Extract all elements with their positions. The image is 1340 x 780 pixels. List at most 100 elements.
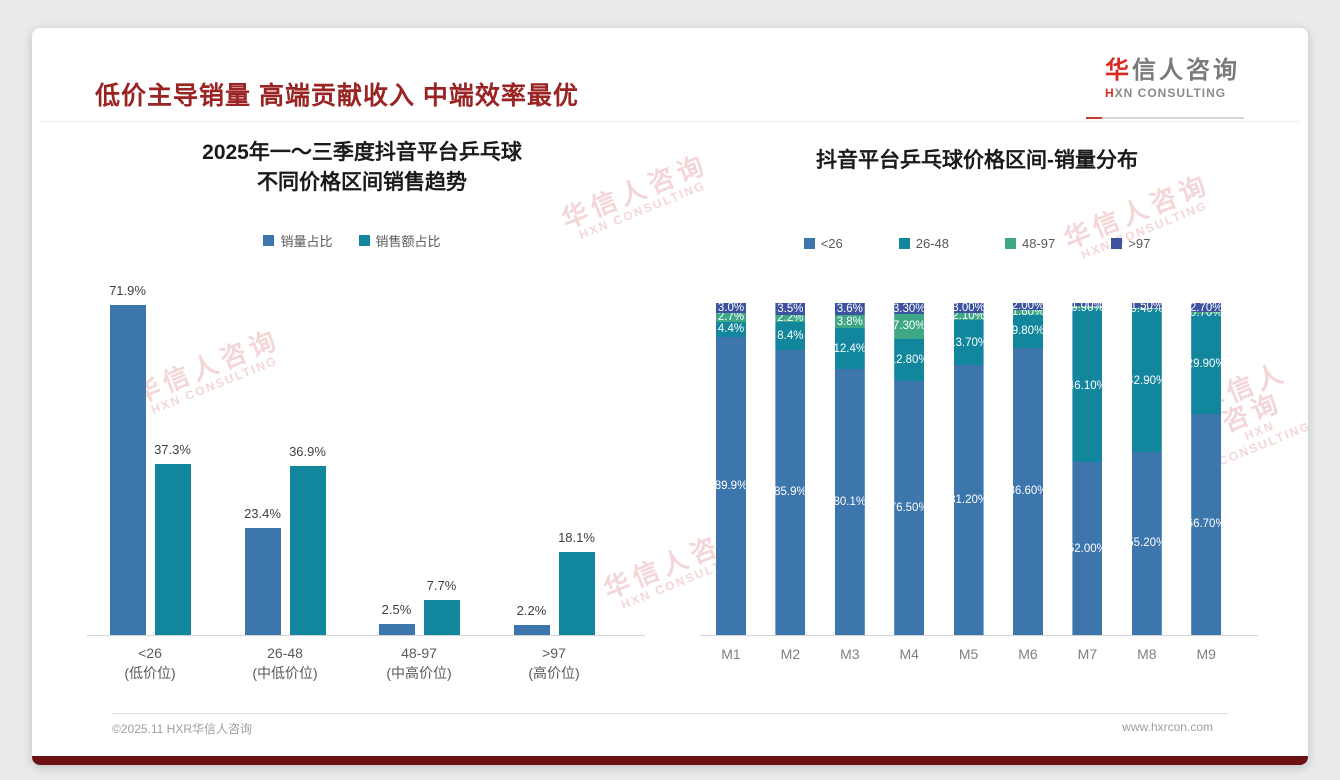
legend-label: 销量占比 <box>280 234 333 249</box>
bar->97-销量占比 <box>513 624 550 635</box>
x-axis-category-sublabel: (低价位) <box>124 665 176 682</box>
legend-swatch-icon <box>1005 238 1016 249</box>
segment-value-label: 76.50% <box>889 502 929 515</box>
bar-segment->97: 3.6% <box>834 303 865 316</box>
left-chart-title: 2025年一～三季度抖音平台乒乓球 不同价格区间销售趋势 <box>202 141 522 195</box>
brand-logo-en-accent: H <box>1105 86 1115 101</box>
segment-value-label: 66.70% <box>1186 518 1226 531</box>
stacked-bar-M7: 52.00% 46.10% 0.90% 1.00% <box>1072 299 1103 635</box>
segment-value-label: 3.30% <box>892 302 926 315</box>
x-axis-category-label: 48-97 (中高价位) <box>354 643 484 684</box>
bar-segment->97: 1.00% <box>1072 299 1103 311</box>
right-chart-x-axis <box>700 635 1258 636</box>
stacked-bar-M8: 55.20% 42.90% 0.40% 1.50% <box>1131 300 1162 635</box>
segment-value-label: 81.20% <box>949 494 989 507</box>
legend-swatch-icon <box>263 235 275 246</box>
bar-segment-<26: 66.70% <box>1191 413 1222 635</box>
brand-logo-cn-accent: 华 <box>1105 57 1132 84</box>
bar-value-label: 18.1% <box>558 529 595 545</box>
segment-value-label: 2.7% <box>717 311 745 324</box>
stacked-bar-M9: 66.70% 29.90% 0.70% 2.70% <box>1189 301 1223 635</box>
watermark-line2: HXN CONSULTING <box>1079 198 1210 262</box>
bar-segment->97: 3.30% <box>892 302 926 315</box>
stacked-bar-M4: 76.50% 12.80% 7.30% 3.30% <box>892 302 926 635</box>
bar-segment-26-48: 42.90% <box>1131 309 1162 452</box>
bar-segment-26-48: 12.4% <box>834 327 865 370</box>
watermark: 华信人咨询 HXN CONSULTING <box>1059 169 1219 265</box>
bar-segment-<26: 80.1% <box>834 369 865 635</box>
bar-value-label: 71.9% <box>109 282 146 298</box>
bar-segment-26-48: 4.4% <box>716 321 746 337</box>
right-chart-title: 抖音平台乒乓球价格区间-销量分布 <box>816 149 1138 172</box>
bar-26-48-销量占比 <box>244 527 281 635</box>
bar-segment-26-48: 29.90% <box>1191 314 1222 414</box>
segment-value-label: 3.00% <box>952 302 985 314</box>
page-title: 低价主导销量 高端贡献收入 中端效率最优 <box>95 82 579 110</box>
bar-segment->97: 3.00% <box>952 302 985 314</box>
segment-value-label: 3.6% <box>836 303 863 316</box>
bar-segment-<26: 89.9% <box>716 336 746 635</box>
segment-value-label: 9.80% <box>1011 325 1045 338</box>
bar-segment->97: 3.0% <box>716 302 746 315</box>
x-axis-category-sublabel: (高价位) <box>528 665 580 682</box>
bar-segment->97: 2.00% <box>1013 300 1043 312</box>
x-axis-month-label: M2 <box>780 646 801 662</box>
watermark-line2: HXN CONSULTING <box>149 353 280 417</box>
segment-value-label: 4.4% <box>717 323 745 336</box>
bar-<26-销量占比 <box>109 304 146 635</box>
right-chart-legend: <26 26-48 48-97 >97 <box>692 236 1262 251</box>
segment-value-label: 12.80% <box>889 353 929 366</box>
slide: 华信人咨询 HXN CONSULTING 华信人咨询 HXN CONSULTING 华信… <box>32 28 1308 765</box>
segment-value-label: 7.30% <box>892 320 926 333</box>
stacked-bar-M5: 81.20% 13.70% 2.10% 3.00% <box>952 302 985 635</box>
bar-value-label: 36.9% <box>289 443 326 459</box>
segment-value-label: 3.0% <box>717 302 745 315</box>
bar-segment-26-48: 9.80% <box>1011 314 1045 348</box>
logo-underline <box>1086 117 1244 119</box>
x-axis-month-label: M9 <box>1196 646 1216 662</box>
x-axis-category-sublabel: (中高价位) <box>386 665 452 682</box>
bar-segment-<26: 52.00% <box>1072 462 1103 635</box>
bar-segment-48-97: 2.2% <box>775 312 806 325</box>
x-axis-category-label: <26 (低价位) <box>85 643 215 684</box>
bar-segment-48-97: 2.10% <box>953 310 984 322</box>
legend-item: <26 <box>803 236 843 251</box>
x-axis-month-label: M3 <box>840 646 860 662</box>
segment-value-label: 2.2% <box>777 312 804 325</box>
bar-48-97-销量占比 <box>378 623 415 635</box>
x-axis-month-label: M6 <box>1018 646 1038 662</box>
bar-segment->97: 2.70% <box>1189 301 1223 314</box>
bar-value-label: 23.4% <box>244 505 281 521</box>
legend-swatch-icon <box>898 238 910 249</box>
brand-logo-cn-rest: 信人咨询 <box>1132 57 1240 84</box>
segment-value-label: 2.70% <box>1189 301 1223 314</box>
x-axis-month-label: M1 <box>721 646 741 662</box>
x-axis-category-sublabel: (中低价位) <box>252 665 318 682</box>
legend-item: 销量占比 <box>263 231 333 250</box>
segment-value-label: 1.50% <box>1130 299 1164 312</box>
legend-swatch-icon <box>1111 238 1123 249</box>
footer-divider <box>112 713 1228 714</box>
bar-segment-26-48: 46.10% <box>1072 309 1103 463</box>
bottom-accent-bar <box>32 756 1308 765</box>
footer-copyright: ©2025.11 HXR华信人咨询 <box>112 722 252 736</box>
footer-website: www.hxrcon.com <box>1122 720 1213 734</box>
segment-value-label: 86.60% <box>1008 485 1048 498</box>
segment-value-label: 3.5% <box>777 302 804 315</box>
bar-segment->97: 1.50% <box>1131 300 1162 312</box>
bar-segment-48-97: 2.7% <box>716 311 746 324</box>
bar-value-label: 2.2% <box>516 602 547 618</box>
segment-value-label: 46.10% <box>1067 379 1107 392</box>
bar-48-97-销售额占比 <box>423 599 460 635</box>
bar-segment-48-97: 3.8% <box>834 315 865 328</box>
brand-logo-en-rest: XN CONSULTING <box>1114 86 1227 101</box>
segment-value-label: 85.9% <box>774 486 807 499</box>
stacked-bar-M2: 85.9% 8.4% 2.2% 3.5% <box>774 302 807 635</box>
legend-label: <26 <box>820 236 843 251</box>
bar-segment-<26: 81.20% <box>953 365 984 635</box>
legend-label: 48-97 <box>1022 236 1056 251</box>
header-divider <box>40 121 1300 122</box>
bar-segment-26-48: 12.80% <box>894 338 925 382</box>
bar-segment-48-97: 7.30% <box>892 314 926 339</box>
brand-logo-en: HXN CONSULTING <box>1105 86 1240 100</box>
